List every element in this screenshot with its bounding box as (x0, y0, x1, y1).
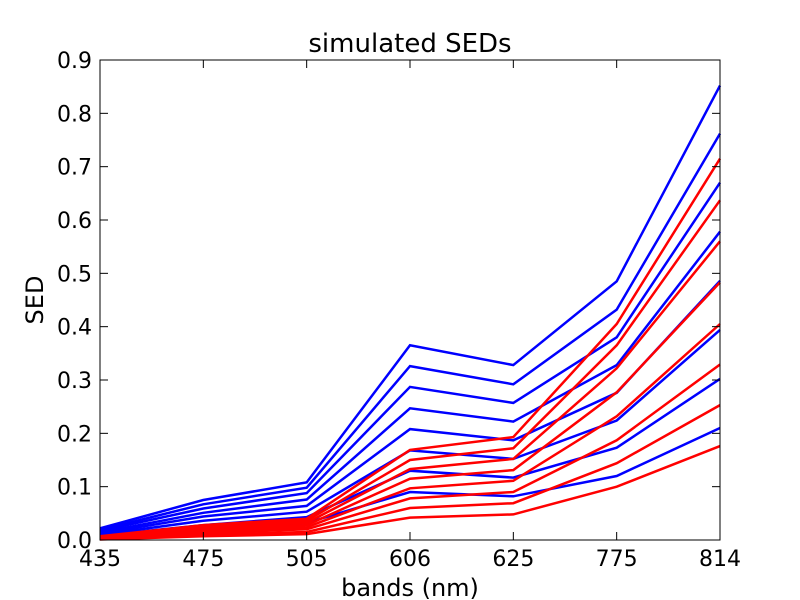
y-tick-label: 0.4 (57, 316, 92, 341)
x-tick-label: 814 (699, 547, 741, 572)
y-tick-label: 0.2 (57, 422, 92, 447)
y-tick-label: 0.3 (57, 369, 92, 394)
tick-layer: 435 475 505 606 625 775 814 0.0 0.1 0.2 0.3 0.4 0.5 0… (57, 49, 741, 572)
x-tick-label: 475 (182, 547, 224, 572)
y-tick-label: 0.6 (57, 209, 92, 234)
x-tick-label: 505 (286, 547, 328, 572)
y-tick-label: 0.0 (57, 529, 92, 554)
series-line-blue-3 (99, 182, 722, 533)
series-layer (99, 85, 722, 541)
series-line-blue-4 (99, 230, 721, 534)
series-line-red-4 (99, 281, 721, 540)
x-tick-label: 625 (492, 547, 534, 572)
chart-title: simulated SEDs (308, 29, 511, 59)
series-line-blue-1 (99, 85, 722, 530)
series-line-red-1 (99, 158, 722, 538)
y-tick-label: 0.8 (57, 102, 92, 127)
y-tick-label: 0.9 (57, 49, 92, 74)
series-line-blue-2 (99, 132, 722, 532)
series-line-red-2 (99, 199, 722, 539)
x-axis-label: bands (nm) (341, 574, 479, 600)
x-tick-label: 435 (79, 547, 121, 572)
y-tick-label: 0.7 (57, 156, 92, 181)
x-tick-label: 775 (596, 547, 638, 572)
series-line-red-5 (99, 323, 721, 540)
series-line-red-3 (99, 240, 721, 539)
y-tick-label: 0.5 (57, 262, 92, 287)
y-tick-label: 0.1 (57, 476, 92, 501)
x-tick-label: 606 (389, 547, 431, 572)
y-axis-label: SED (21, 276, 49, 325)
